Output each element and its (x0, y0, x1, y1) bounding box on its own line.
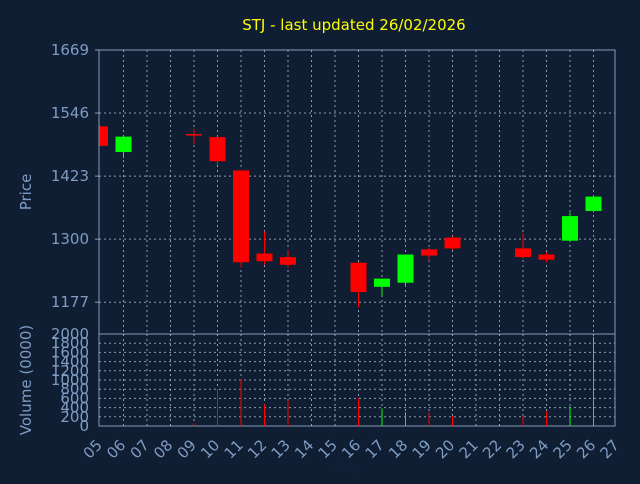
x-tick-label: 14 (291, 436, 317, 462)
candle-body (280, 257, 296, 265)
candle-body (374, 278, 390, 287)
x-tick-label: 10 (197, 436, 223, 462)
price-tick-label: 1669 (51, 41, 89, 59)
volume-tick-label: 200 (60, 408, 89, 426)
price-tick-label: 1423 (51, 167, 89, 185)
volume-tick-label: 600 (60, 389, 89, 407)
x-tick-label: 19 (409, 436, 435, 462)
x-tick-label: 07 (127, 436, 153, 462)
volume-grid (99, 334, 615, 426)
candle-body (100, 126, 108, 146)
x-tick-label: 21 (456, 436, 482, 462)
volume-tick-label: 2000 (51, 325, 89, 343)
price-axis-label: Price (17, 174, 35, 211)
x-tick-label: 08 (150, 436, 176, 462)
candles (99, 125, 602, 308)
x-tick-label: 06 (103, 436, 129, 462)
volume-axis-label: Volume (0000) (17, 325, 35, 435)
x-tick-label: 18 (385, 436, 411, 462)
candle-body (115, 136, 132, 153)
x-tick-label: 25 (550, 436, 576, 462)
volume-tick-label: 800 (60, 380, 89, 398)
candle-body (256, 253, 273, 262)
x-tick-label: 24 (526, 436, 552, 462)
chart-title: STJ - last updated 26/02/2026 (242, 16, 465, 34)
candle-body (233, 170, 249, 263)
x-tick-label: 26 (573, 436, 599, 462)
x-tick-label: 22 (479, 436, 505, 462)
price-y-ticks: 1177 1300 1423 1546 1669 (51, 41, 99, 311)
volume-tick-label: 400 (60, 399, 89, 417)
x-tick-label: 27 (597, 436, 623, 462)
candle-body (421, 249, 437, 256)
volume-tick-label: 1600 (51, 343, 89, 361)
x-tick-label: 05 (80, 436, 106, 462)
candle-body (562, 216, 578, 241)
price-tick-label: 1300 (51, 230, 89, 248)
volume-tick-label: 0 (79, 417, 89, 435)
candle-body (515, 248, 531, 258)
candle-body (585, 196, 602, 211)
price-grid (99, 50, 615, 334)
candle-body (350, 262, 367, 292)
x-tick-label: 12 (244, 436, 270, 462)
candle-body (397, 254, 414, 283)
volume-bars (123, 336, 594, 426)
x-tick-label: 11 (221, 436, 247, 462)
volume-tick-label: 1800 (51, 334, 89, 352)
volume-tick-label: 1000 (51, 371, 89, 389)
candle-body (186, 134, 202, 136)
x-axis-label: Day (334, 459, 362, 475)
x-tick-label: 20 (432, 436, 458, 462)
x-tick-label: 13 (268, 436, 294, 462)
volume-tick-label: 1400 (51, 353, 89, 371)
x-tick-label: 09 (174, 436, 200, 462)
volume-plot-frame (98, 333, 616, 427)
candle-body (209, 137, 226, 162)
volume-tick-label: 1200 (51, 362, 89, 380)
price-tick-label: 1177 (51, 293, 89, 311)
x-tick-label: 17 (362, 436, 388, 462)
price-tick-label: 1546 (51, 104, 89, 122)
price-panel: 1177 1300 1423 1546 1669 Price (17, 41, 616, 335)
candle-body (538, 254, 555, 260)
x-tick-label: 23 (503, 436, 529, 462)
candle-body (444, 237, 461, 249)
